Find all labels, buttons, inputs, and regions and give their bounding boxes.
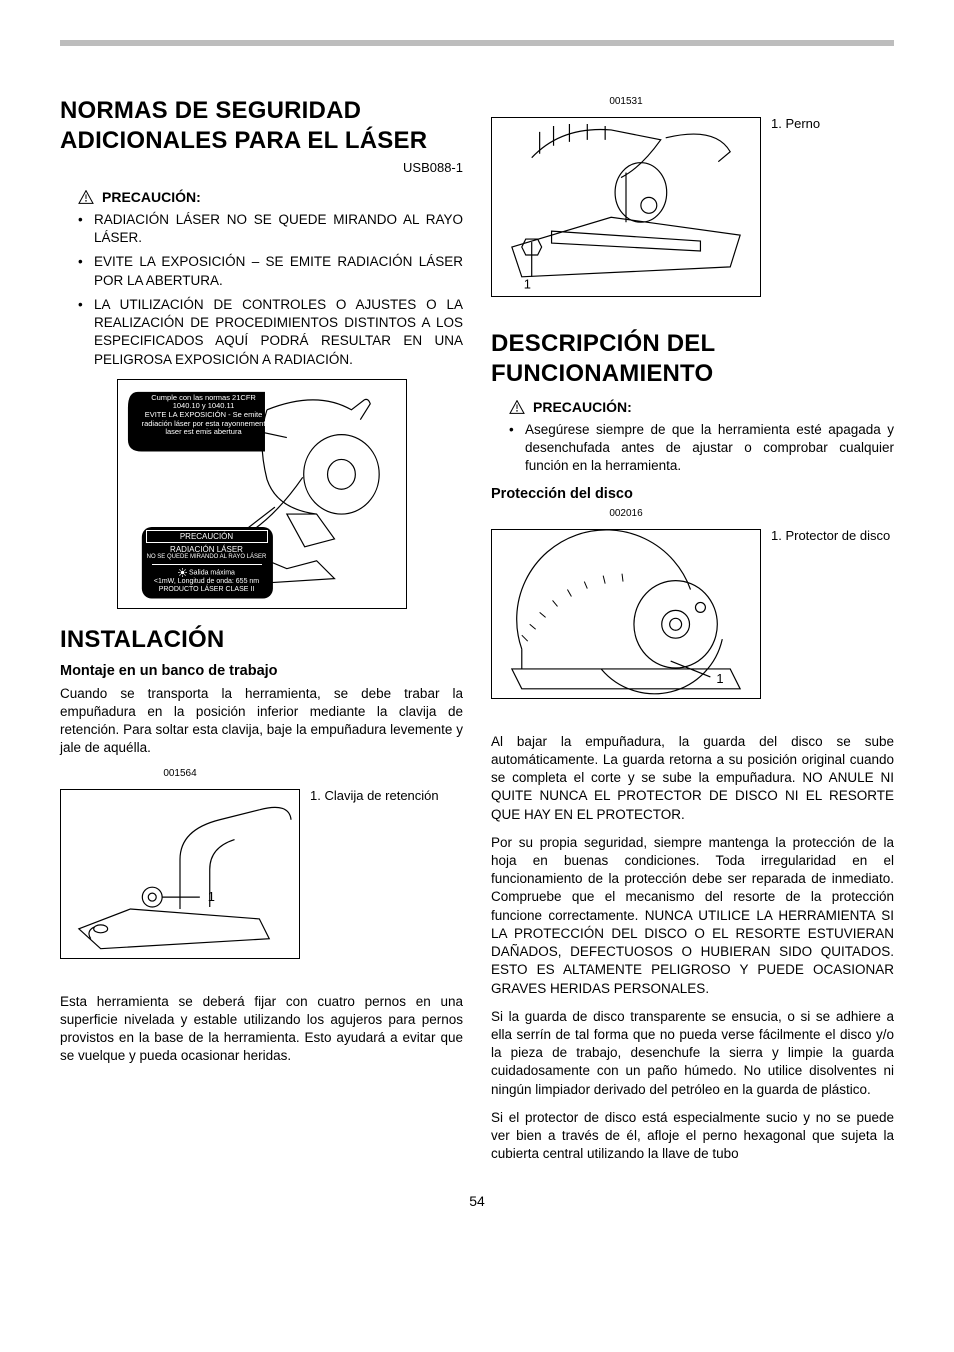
para-r4: Si el protector de disco está especialme… <box>491 1109 894 1164</box>
figure-stopper: 1 <box>60 789 300 959</box>
para-r3: Si la guarda de disco transparente se en… <box>491 1008 894 1099</box>
two-column-layout: NORMAS DE SEGURIDAD ADICIONALES PARA EL … <box>60 96 894 1173</box>
figure-code-r2: 002016 <box>491 508 761 519</box>
para-r1: Al bajar la empuñadura, la guarda del di… <box>491 733 894 824</box>
figure-laser: Cumple con las normas 21CFR 1040.10 y 10… <box>117 379 407 609</box>
caution-heading: PRECAUCIÓN: <box>78 189 463 205</box>
bullet-item: RADIACIÓN LÁSER NO SE QUEDE MIRANDO AL R… <box>78 211 463 247</box>
doc-code: USB088-1 <box>60 160 463 175</box>
svg-text:1: 1 <box>208 889 215 904</box>
laser-bottom-l1: RADIACIÓN LÁSER <box>146 545 268 554</box>
caution-label: PRECAUCIÓN: <box>102 189 201 205</box>
figure-stopper-caption: 1. Clavija de retención <box>310 781 439 805</box>
para-r2: Por su propia seguridad, siempre manteng… <box>491 834 894 998</box>
warning-triangle-icon <box>78 190 94 204</box>
warning-triangle-icon <box>509 400 525 414</box>
section-title-func: DESCRIPCIÓN DEL FUNCIONAMIENTO <box>491 329 894 389</box>
figure-bolt: 1 <box>491 117 761 297</box>
figure-bolt-svg: 1 <box>492 118 760 297</box>
caution-heading-r: PRECAUCIÓN: <box>509 399 894 415</box>
figure-guard-wrap: 1 1. Protector de disco <box>491 521 894 713</box>
bullet-item: EVITE LA EXPOSICIÓN – SE EMITE RADIACIÓN… <box>78 253 463 289</box>
laser-bottom-l2: NO SE QUEDE MIRANDO AL RAYO LÁSER <box>146 554 268 561</box>
figure-code: 001564 <box>60 768 300 779</box>
subsection-guard: Protección del disco <box>491 486 894 502</box>
svg-text:1: 1 <box>524 277 531 292</box>
section-title-laser: NORMAS DE SEGURIDAD ADICIONALES PARA EL … <box>60 96 463 156</box>
caution-label-r: PRECAUCIÓN: <box>533 399 632 415</box>
laser-top-label: Cumple con las normas 21CFR 1040.10 y 10… <box>140 394 268 437</box>
figure-guard-caption: 1. Protector de disco <box>771 521 891 545</box>
section-title-install: INSTALACIÓN <box>60 625 463 655</box>
laser-bottom-l3-text: Salida máxima <box>189 570 235 577</box>
figure-code-r1: 001531 <box>491 96 761 107</box>
top-rule <box>60 40 894 46</box>
para-bench-1: Cuando se transporta la herramienta, se … <box>60 685 463 758</box>
caution-bullets-r: Asegúrese siempre de que la herramienta … <box>491 421 894 476</box>
figure-stopper-wrap: 1 1. Clavija de retención <box>60 781 463 973</box>
page: NORMAS DE SEGURIDAD ADICIONALES PARA EL … <box>0 0 954 1239</box>
laser-top-text: Cumple con las normas 21CFR 1040.10 y 10… <box>140 394 268 437</box>
left-column: NORMAS DE SEGURIDAD ADICIONALES PARA EL … <box>60 96 463 1173</box>
laser-bottom-l5: PRODUCTO LÁSER CLASE II <box>146 586 268 594</box>
figure-stopper-svg: 1 <box>61 790 299 959</box>
laser-bottom-bar: PRECAUCIÓN <box>146 530 268 543</box>
page-number: 54 <box>60 1193 894 1209</box>
figure-guard-svg: 1 <box>492 530 760 699</box>
subsection-bench: Montaje en un banco de trabajo <box>60 663 463 679</box>
laser-bottom-label: PRECAUCIÓN RADIACIÓN LÁSER NO SE QUEDE M… <box>146 530 268 594</box>
figure-bolt-wrap: 1 1. Perno <box>491 109 894 311</box>
bullet-item: Asegúrese siempre de que la herramienta … <box>509 421 894 476</box>
para-bench-2: Esta herramienta se deberá fijar con cua… <box>60 993 463 1066</box>
laser-bottom-l3: Salida máxima <box>146 568 268 577</box>
right-column: 001531 <box>491 96 894 1173</box>
bullet-item: LA UTILIZACIÓN DE CONTROLES O AJUSTES O … <box>78 296 463 369</box>
figure-guard: 1 <box>491 529 761 699</box>
laser-bottom-l4: <1mW, Longitud de onda: 655 nm <box>146 578 268 586</box>
caution-bullets: RADIACIÓN LÁSER NO SE QUEDE MIRANDO AL R… <box>60 211 463 369</box>
svg-text:1: 1 <box>716 671 723 686</box>
figure-bolt-caption: 1. Perno <box>771 109 891 133</box>
divider <box>152 564 262 565</box>
